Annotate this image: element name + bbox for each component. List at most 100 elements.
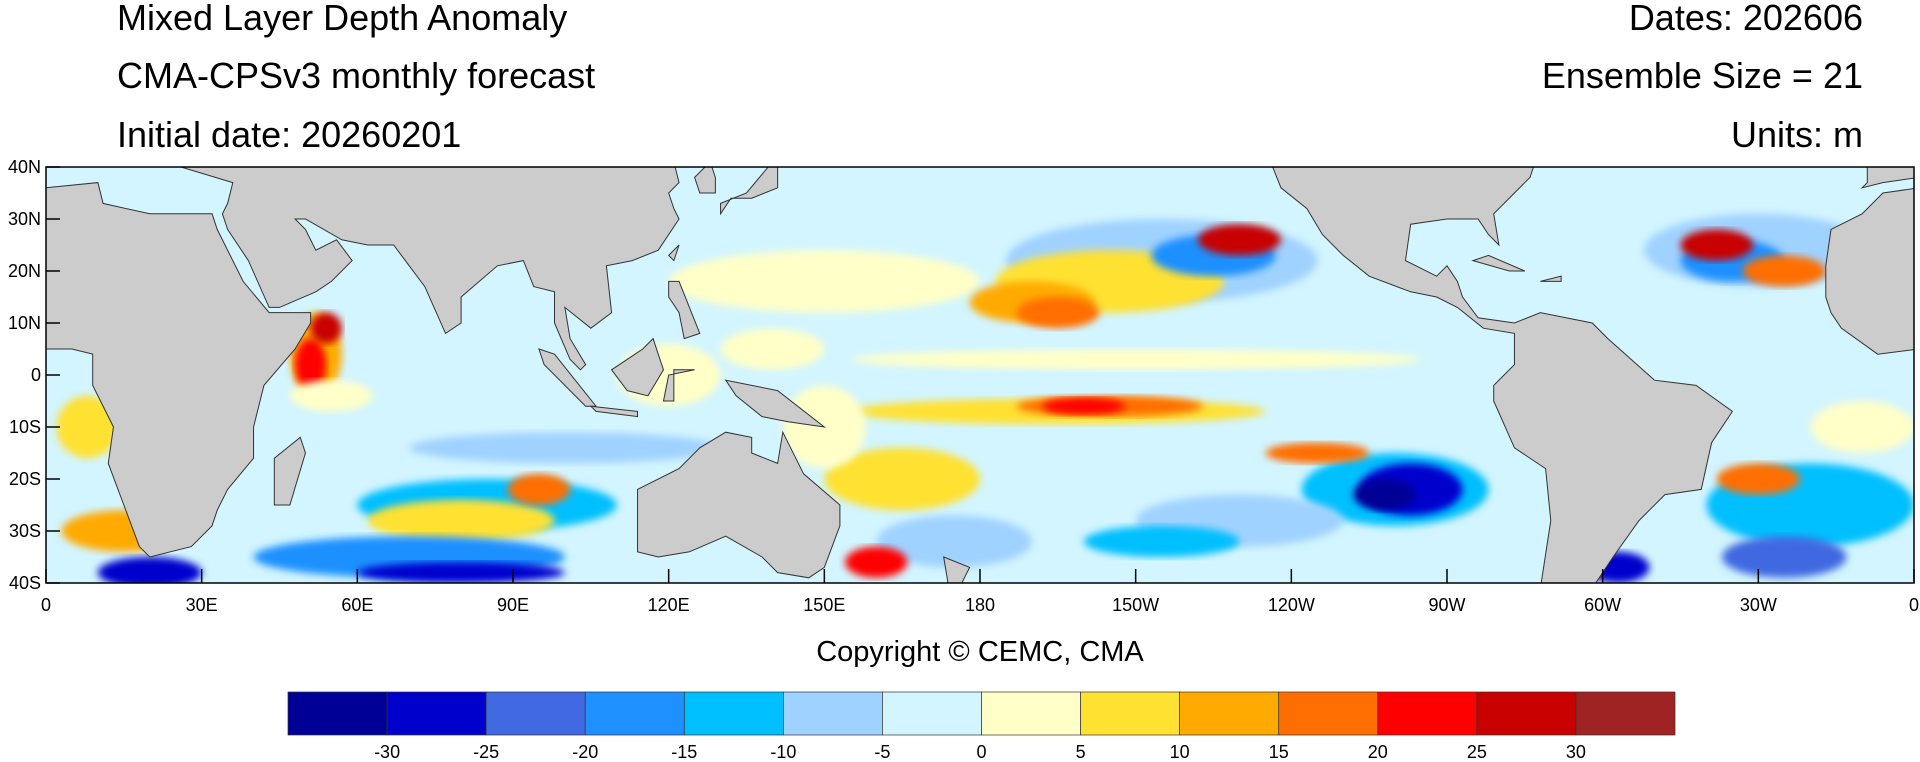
colorbar-box <box>1179 691 1280 736</box>
anomaly-patch <box>56 395 119 459</box>
lon-label: 0 <box>1909 595 1919 615</box>
lat-label: 40S <box>9 573 41 593</box>
land-mass <box>637 430 841 579</box>
anomaly-patch <box>668 250 980 313</box>
anomaly-patch <box>1742 255 1826 287</box>
land-mass <box>668 280 701 340</box>
lat-label: 10S <box>9 417 41 437</box>
anomaly-patch <box>1680 229 1754 261</box>
colorbar-box <box>386 691 487 736</box>
lon-label: 30E <box>186 595 218 615</box>
colorbar-label: -5 <box>874 742 890 762</box>
land-mass <box>662 369 695 402</box>
copyright: Copyright © CEMC, CMA <box>816 636 1144 668</box>
land-mass <box>610 337 665 397</box>
colorbar-box <box>683 691 784 736</box>
anomaly-patch <box>409 432 721 464</box>
land-mass <box>180 167 680 371</box>
lon-label: 150W <box>1112 595 1159 615</box>
lat-label: 0 <box>31 365 41 385</box>
lon-label: 60W <box>1584 595 1621 615</box>
land-mass <box>46 182 312 558</box>
anomaly-patch <box>1716 463 1800 495</box>
anomaly-patch <box>97 557 202 583</box>
colorbar-box <box>1575 691 1676 736</box>
forecast-dates: Dates: 202606 <box>1628 0 1863 38</box>
lon-label: 180 <box>965 595 995 615</box>
colorbar-box <box>584 691 685 736</box>
lon-label: 0 <box>41 595 51 615</box>
anomaly-patch <box>289 380 373 412</box>
lat-label: 30S <box>9 521 41 541</box>
initial-date: Initial date: 20260201 <box>117 114 462 155</box>
map-body <box>46 167 1914 583</box>
lat-label: 40N <box>8 157 41 177</box>
anomaly-patch <box>310 312 342 344</box>
colorbar-box <box>1278 691 1379 736</box>
anomaly-patch <box>1042 397 1126 415</box>
anomaly-patch <box>1265 442 1370 464</box>
colorbar-box <box>287 691 388 736</box>
land-mass <box>1471 254 1526 272</box>
colorbar-label: 30 <box>1566 742 1586 762</box>
anomaly-patch <box>720 328 825 370</box>
lat-label: 20N <box>8 261 41 281</box>
map-title: Mixed Layer Depth Anomaly <box>117 0 568 38</box>
lon-label: 30W <box>1740 595 1777 615</box>
anomaly-patch <box>1810 401 1914 453</box>
lat-label: 20S <box>9 469 41 489</box>
lon-label: 90E <box>497 595 529 615</box>
colorbar-label: -25 <box>473 742 499 762</box>
colorbar-label: -20 <box>572 742 598 762</box>
land-mass <box>1860 167 1914 189</box>
colorbar-label: -30 <box>374 742 400 762</box>
colorbar-box <box>1080 691 1180 736</box>
land-mass <box>667 244 680 262</box>
anomaly-patch <box>1197 224 1281 256</box>
anomaly-patch <box>1722 536 1847 578</box>
colorbar-label: 10 <box>1170 742 1190 762</box>
anomaly-patch <box>824 447 981 511</box>
lon-label: 120E <box>648 595 690 615</box>
lon-label: 120W <box>1268 595 1315 615</box>
colorbar-label: 20 <box>1368 742 1388 762</box>
colorbar-label: -10 <box>770 742 796 762</box>
land-mass <box>1540 275 1562 282</box>
lon-label: 60E <box>341 595 373 615</box>
anomaly-patch <box>1016 297 1100 329</box>
land-mass <box>273 436 306 506</box>
lat-label: 30N <box>8 209 41 229</box>
colorbar-label: 5 <box>1076 742 1086 762</box>
land-mass <box>724 379 827 428</box>
anomaly-patch <box>876 515 1032 568</box>
colorbar-label: -15 <box>671 742 697 762</box>
anomaly-patch <box>1353 479 1416 511</box>
land-mass <box>720 167 779 216</box>
anomaly-patch <box>1083 525 1240 558</box>
anomaly-patch <box>507 473 571 505</box>
anomaly-patch <box>850 349 1422 370</box>
colorbar-label: 25 <box>1467 742 1487 762</box>
colorbar-box <box>783 691 883 736</box>
lon-label: 90W <box>1428 595 1465 615</box>
ensemble-size: Ensemble Size = 21 <box>1541 55 1863 96</box>
colorbar-box <box>1377 691 1478 736</box>
lon-label: 150E <box>803 595 845 615</box>
land-mass <box>694 167 716 194</box>
anomaly-patch <box>845 546 908 578</box>
anomaly-patch <box>295 338 327 391</box>
colorbar-label: 15 <box>1269 742 1289 762</box>
lat-label: 10N <box>8 313 41 333</box>
colorbar-box <box>882 691 982 736</box>
land-mass <box>1825 188 1914 355</box>
colorbar-label: 0 <box>976 742 986 762</box>
land-mass <box>589 405 639 418</box>
colorbar-box <box>981 691 1081 736</box>
map-subtitle: CMA-CPSv3 monthly forecast <box>117 55 596 96</box>
colorbar-box <box>485 691 586 736</box>
land-mass <box>1272 167 1734 583</box>
land-mass <box>943 556 971 583</box>
anomaly-patch <box>367 499 555 542</box>
